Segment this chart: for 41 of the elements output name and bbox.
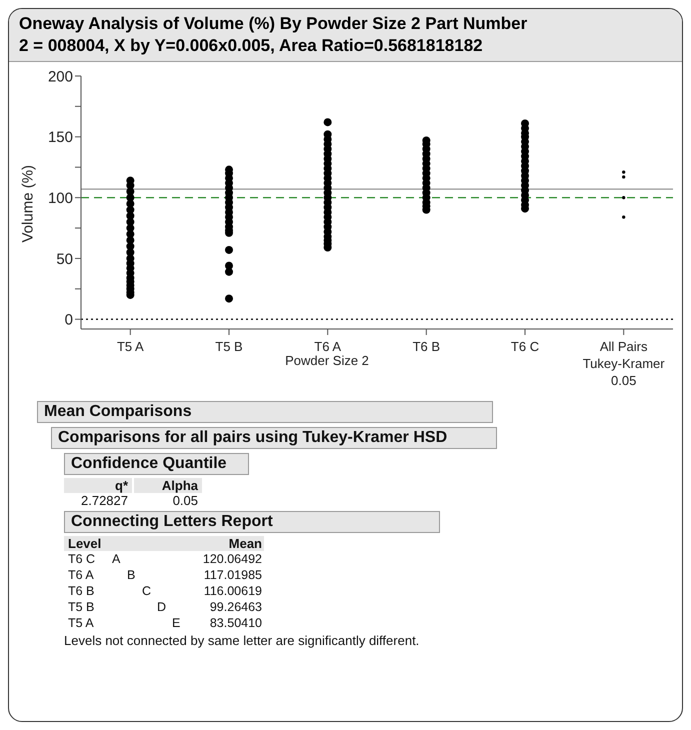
y-tick-label: 50 [56, 250, 73, 268]
x-axis-title: Powder Size 2 [285, 353, 369, 368]
text: A [112, 551, 120, 567]
y-axis-title: Volume (%) [19, 164, 36, 242]
x-tick-label: T6 B [412, 339, 440, 354]
text: Mean Comparisons [37, 401, 493, 423]
y-tick-label: 200 [48, 68, 73, 86]
text: Confidence Quantile [64, 453, 249, 475]
text: 117.01985 [202, 567, 263, 583]
y-tick-label: 150 [48, 129, 73, 146]
x-tick-label: T5 A [116, 339, 144, 354]
chart-title: Oneway Analysis of Volume (%) By Powder Size 2 Part Number [19, 13, 528, 35]
text: T6 B [67, 583, 96, 599]
x-tick-label: T5 B [215, 339, 243, 354]
text: Mean [228, 536, 263, 551]
x-tick-label: All Pairs Tukey-Kramer 0.05 [582, 339, 666, 388]
text: B [127, 567, 136, 583]
text: 116.00619 [202, 583, 263, 599]
text: Levels not connected by same letter are significantly different. [64, 633, 420, 648]
text: C [142, 583, 152, 599]
text: D [157, 599, 166, 615]
chart-subtitle: 2 = 008004, X by Y=0.006x0.005, Area Ratio=0.5681818182 [19, 35, 484, 57]
text: T6 C [67, 551, 96, 567]
text: 99.26463 [208, 599, 263, 615]
text: T5 A [67, 615, 95, 631]
text: T5 B [67, 599, 96, 615]
text: 2.72827 [80, 493, 129, 508]
text: 120.06492 [202, 551, 263, 567]
x-tick-label: T6 A [314, 339, 342, 354]
text: 83.50410 [208, 615, 263, 631]
y-tick-label: 100 [48, 190, 73, 207]
text: Comparisons for all pairs using Tukey-Kramer HSD [51, 427, 497, 449]
text: 0.05 [172, 493, 199, 508]
text: E [172, 615, 180, 631]
y-tick-label: 0 [64, 312, 73, 329]
text: Level [67, 536, 102, 551]
text: q* [64, 478, 132, 493]
text: Alpha [134, 478, 202, 493]
text: T6 A [67, 567, 95, 583]
x-tick-label: T6 C [510, 339, 540, 354]
text: Connecting Letters Report [64, 511, 440, 533]
